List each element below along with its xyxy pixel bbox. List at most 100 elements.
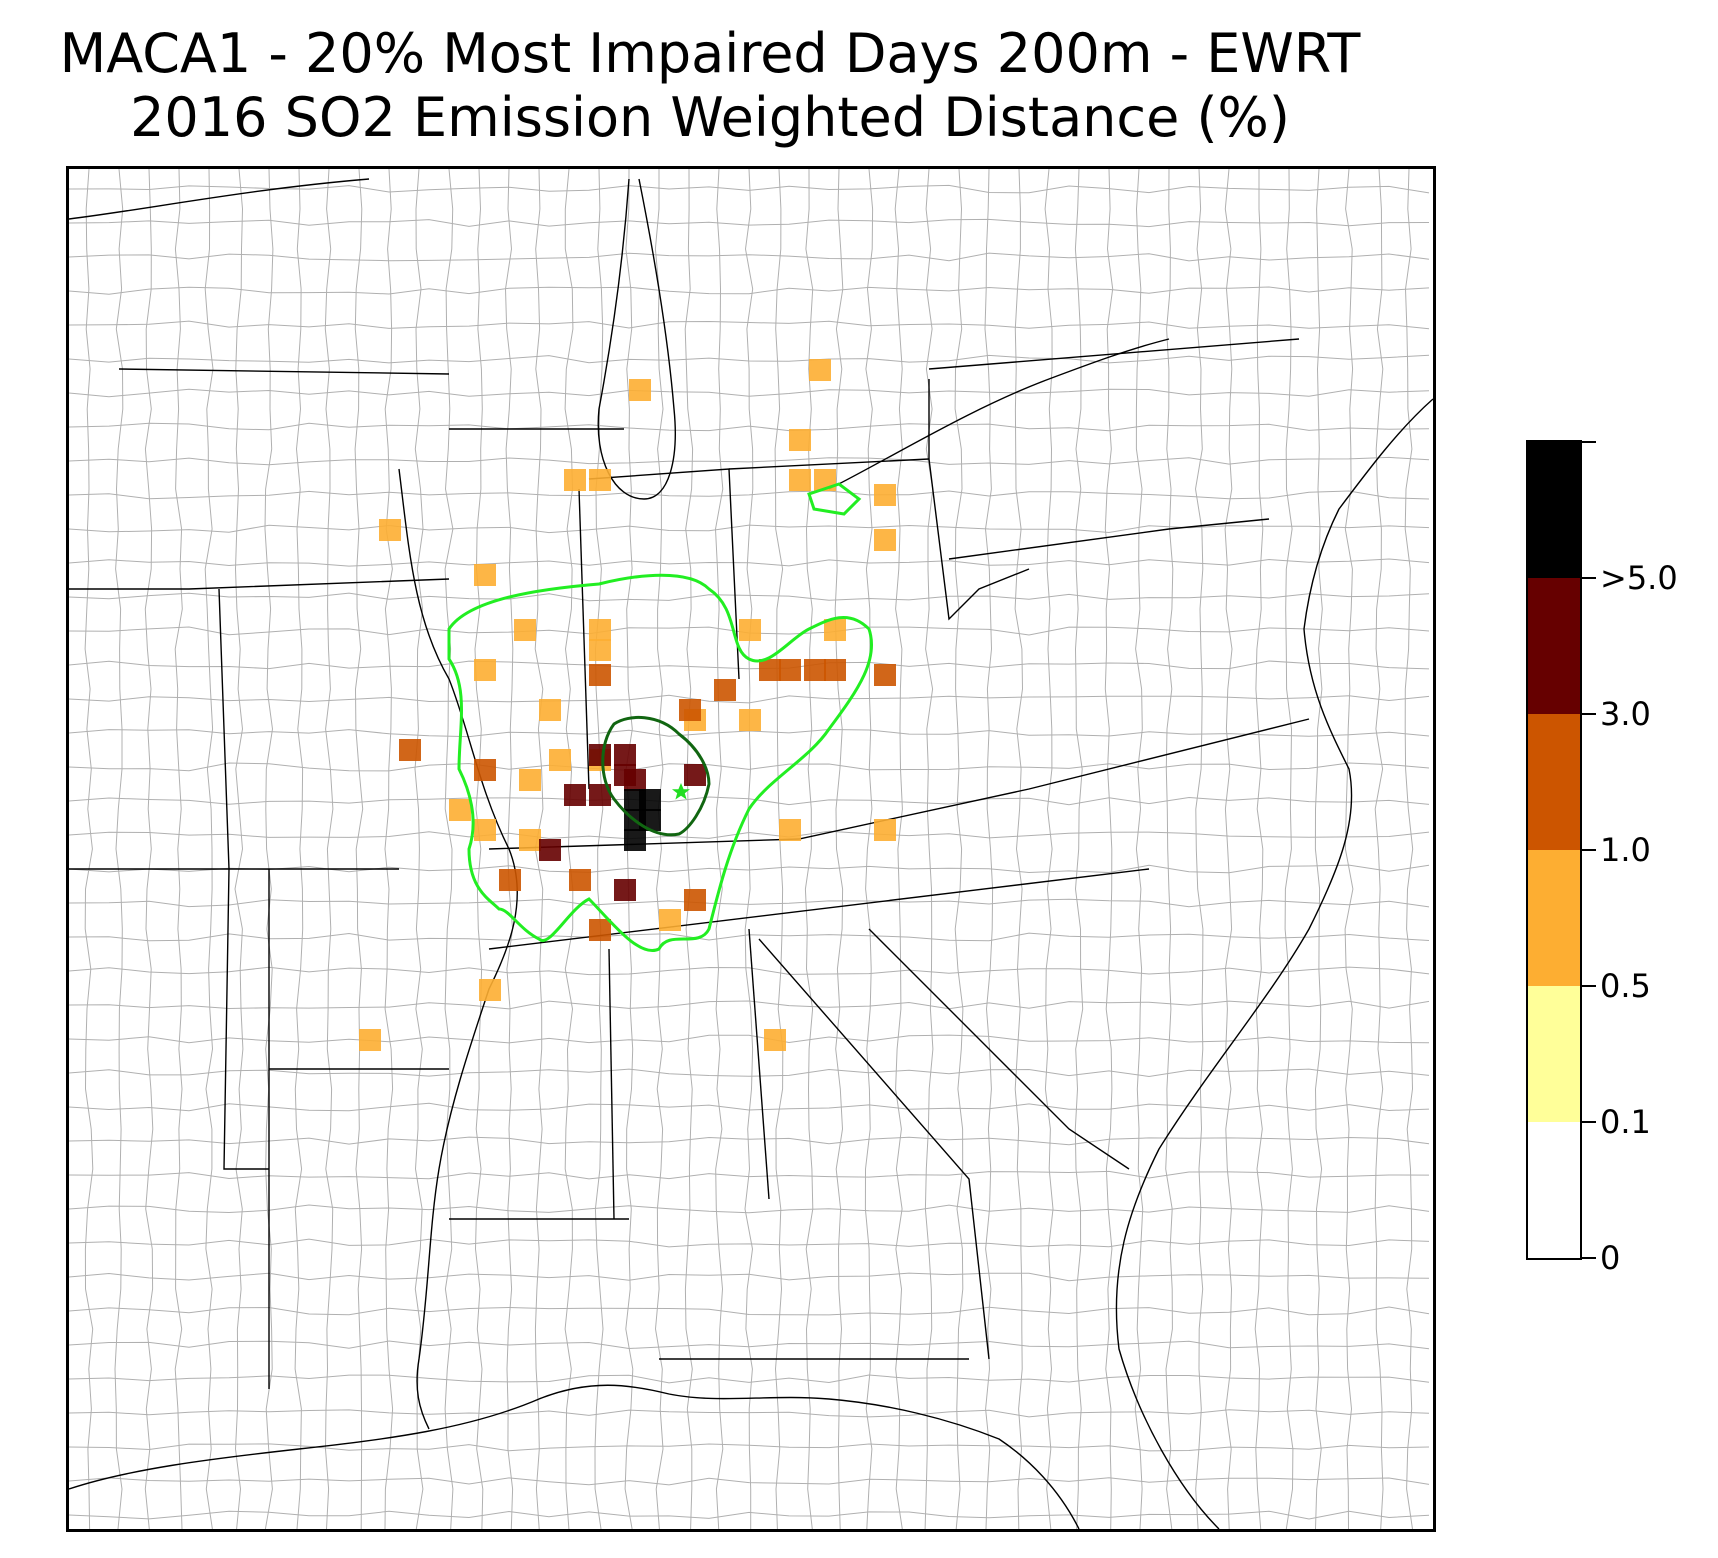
county-line xyxy=(174,169,183,1529)
county-line xyxy=(69,558,1430,567)
county-line xyxy=(69,1034,1430,1044)
county-line xyxy=(69,1102,1430,1112)
state-boundaries xyxy=(69,178,1433,1529)
state-line-11 xyxy=(928,458,1030,621)
county-line xyxy=(804,169,814,1529)
county-line xyxy=(1344,169,1354,1529)
county-line xyxy=(69,1510,1430,1520)
emission-grid-cell xyxy=(679,699,701,721)
county-line xyxy=(894,169,903,1529)
state-line-19 xyxy=(758,938,990,1360)
county-line xyxy=(69,1238,1430,1248)
county-line xyxy=(654,169,664,1529)
emission-grid-cell xyxy=(589,919,611,941)
emission-grid-cell xyxy=(539,839,561,861)
state-line-20 xyxy=(868,928,1130,1170)
emission-grid-cell xyxy=(549,749,571,771)
county-line xyxy=(234,169,244,1529)
emission-grid-cell xyxy=(589,639,611,661)
emission-grid-cells xyxy=(359,359,896,1051)
emission-grid-cell xyxy=(449,799,471,821)
county-line xyxy=(414,169,424,1529)
chart-title-line2: 2016 SO2 Emission Weighted Distance (%) xyxy=(130,86,1290,149)
county-line xyxy=(684,169,694,1529)
county-line xyxy=(954,169,964,1529)
colorbar-tick xyxy=(1582,713,1596,715)
county-line xyxy=(324,169,334,1529)
inner-contour xyxy=(601,715,711,837)
colorbar-tick-label: 0.1 xyxy=(1600,1103,1651,1141)
county-line xyxy=(1314,169,1323,1529)
state-line-2 xyxy=(69,578,450,590)
county-line xyxy=(444,169,454,1529)
emission-grid-cell xyxy=(564,469,586,491)
emission-grid-cell xyxy=(714,679,736,701)
site-marker xyxy=(672,783,690,800)
county-line xyxy=(1074,169,1084,1529)
emission-grid-cell xyxy=(499,869,521,891)
colorbar-tick xyxy=(1582,441,1596,443)
emission-grid-cell xyxy=(874,484,896,506)
emission-grid-cell xyxy=(639,809,661,831)
emission-grid-cell xyxy=(474,819,496,841)
colorbar-tick xyxy=(1582,849,1596,851)
state-line-15 xyxy=(488,718,1310,850)
emission-grid-cell xyxy=(824,659,846,681)
county-line xyxy=(264,169,274,1529)
state-line-4 xyxy=(218,588,269,1170)
emission-grid-cell xyxy=(514,619,536,641)
star-icon xyxy=(672,783,690,800)
emission-grid-cell xyxy=(569,869,591,891)
county-line xyxy=(69,490,1430,500)
county-line xyxy=(1224,169,1233,1529)
county-line xyxy=(1404,169,1414,1529)
county-line xyxy=(69,1306,1430,1316)
emission-grid-cell xyxy=(759,659,781,681)
county-line xyxy=(774,169,784,1529)
map-panel xyxy=(66,166,1436,1532)
colorbar-tick xyxy=(1582,577,1596,579)
emission-grid-cell xyxy=(874,664,896,686)
county-line xyxy=(84,169,94,1529)
emission-grid-cell xyxy=(359,1029,381,1051)
emission-grid-cell xyxy=(589,619,611,641)
emission-grid-cell xyxy=(789,429,811,451)
emission-grid-cell xyxy=(809,359,831,381)
county-line xyxy=(114,169,124,1529)
lake-michigan-shore xyxy=(597,178,676,500)
colorbar-tick xyxy=(1582,1257,1596,1259)
state-line-8 xyxy=(578,488,590,790)
county-line xyxy=(1104,169,1114,1529)
colorbar-segment xyxy=(1528,986,1580,1122)
colorbar-segment xyxy=(1528,850,1580,986)
county-line xyxy=(744,169,754,1529)
colorbar-tick-label: >5.0 xyxy=(1600,559,1678,597)
county-line xyxy=(69,592,1430,602)
mississippi-river xyxy=(398,468,518,1430)
colorbar-segment xyxy=(1528,578,1580,714)
emission-grid-cell xyxy=(659,909,681,931)
colorbar-segment xyxy=(1528,714,1580,850)
county-line xyxy=(1374,169,1384,1529)
emission-grid-cell xyxy=(874,819,896,841)
emission-grid-cell xyxy=(684,889,706,911)
colorbar-segment xyxy=(1528,442,1580,578)
emission-grid-cell xyxy=(564,784,586,806)
county-line xyxy=(984,169,994,1529)
county-line xyxy=(69,422,1430,432)
county-line xyxy=(1254,169,1264,1529)
county-line xyxy=(294,169,304,1529)
emission-grid-cell xyxy=(474,659,496,681)
emission-grid-cell xyxy=(624,769,646,791)
county-line xyxy=(69,1068,1430,1078)
lake-erie-shore xyxy=(828,338,1170,490)
emission-grid-cell xyxy=(474,759,496,781)
county-line xyxy=(69,320,1430,330)
emission-grid-cell xyxy=(779,659,801,681)
emission-grid-cell xyxy=(379,519,401,541)
county-line xyxy=(69,286,1430,295)
colorbar-tick-label: 1.0 xyxy=(1600,831,1651,869)
county-line xyxy=(1044,169,1054,1529)
county-line xyxy=(1134,169,1144,1529)
emission-grid-cell xyxy=(739,619,761,641)
